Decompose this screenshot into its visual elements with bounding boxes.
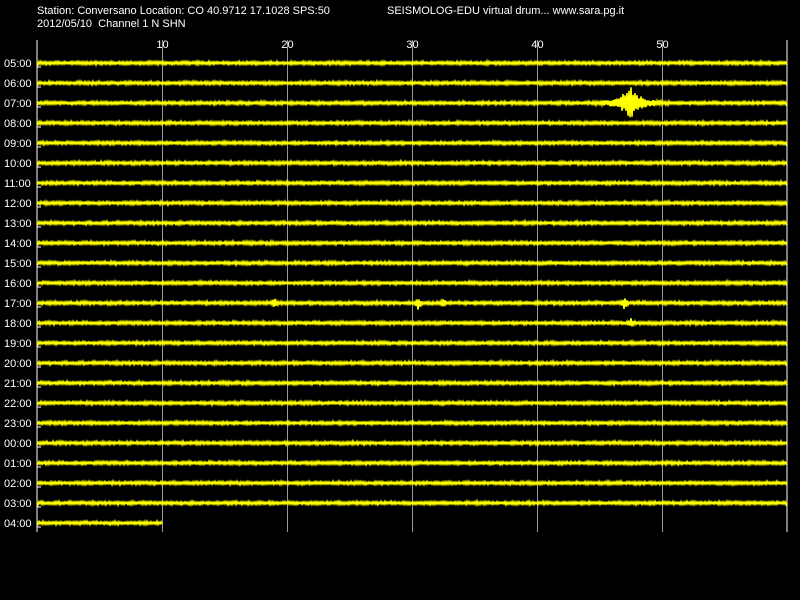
trace-row-0200 — [36, 478, 788, 488]
row-label: 18:00 — [4, 318, 32, 330]
row-label: 07:00 — [4, 98, 32, 110]
row-label: 00:00 — [4, 438, 32, 450]
date-channel-info: 2012/05/10 Channel 1 N SHN — [37, 18, 186, 30]
trace-row-0100 — [36, 458, 788, 468]
row-label: 10:00 — [4, 158, 32, 170]
row-label: 09:00 — [4, 138, 32, 150]
trace-row-0300 — [36, 498, 788, 508]
trace-row-0900 — [36, 138, 788, 148]
trace-row-1300 — [36, 218, 788, 228]
x-tick-label: 30 — [406, 39, 418, 51]
row-label: 13:00 — [4, 218, 32, 230]
trace-row-2100 — [36, 378, 788, 388]
row-label: 21:00 — [4, 378, 32, 390]
trace-row-2000 — [36, 358, 788, 368]
row-label: 16:00 — [4, 278, 32, 290]
row-label: 14:00 — [4, 238, 32, 250]
trace-row-1700 — [36, 298, 788, 310]
row-label: 22:00 — [4, 398, 32, 410]
row-labels: 05:00 06:00 07:00 08:00 09:00 10:00 11:00 12:00… — [4, 58, 32, 530]
traces-layer — [36, 58, 788, 528]
row-label: 06:00 — [4, 78, 32, 90]
trace-row-0700 — [36, 87, 788, 118]
trace-row-2200 — [36, 398, 788, 408]
row-label: 03:00 — [4, 498, 32, 510]
credit-text: SEISMOLOG-EDU virtual drum... www.sara.p… — [387, 5, 625, 17]
trace-row-1500 — [36, 258, 788, 268]
trace-row-1000 — [36, 158, 788, 168]
row-label: 19:00 — [4, 338, 32, 350]
row-label: 05:00 — [4, 58, 32, 70]
grid-layer — [36, 40, 788, 532]
trace-row-1200 — [36, 198, 788, 208]
row-label: 20:00 — [4, 358, 32, 370]
x-tick-label: 50 — [656, 39, 668, 51]
trace-row-0400 — [36, 518, 163, 528]
trace-row-1100 — [36, 178, 788, 188]
x-tick-label: 10 — [156, 39, 168, 51]
trace-row-1800 — [36, 318, 788, 328]
trace-row-2300 — [36, 418, 788, 428]
trace-row-0800 — [36, 118, 788, 128]
trace-row-1400 — [36, 238, 788, 248]
trace-row-0500 — [36, 58, 788, 68]
row-label: 04:00 — [4, 518, 32, 530]
row-label: 08:00 — [4, 118, 32, 130]
row-label: 11:00 — [4, 178, 31, 190]
trace-row-1600 — [36, 278, 788, 288]
station-info: Station: Conversano Location: CO 40.9712… — [37, 5, 330, 17]
row-label: 02:00 — [4, 478, 32, 490]
row-label: 15:00 — [4, 258, 32, 270]
trace-row-0000 — [36, 438, 788, 448]
row-label: 12:00 — [4, 198, 32, 210]
trace-row-0600 — [36, 78, 788, 88]
trace-row-1900 — [36, 338, 788, 348]
x-tick-label: 20 — [281, 39, 293, 51]
row-label: 23:00 — [4, 418, 32, 430]
row-label: 17:00 — [4, 298, 32, 310]
row-label: 01:00 — [4, 458, 32, 470]
x-tick-label: 40 — [531, 39, 543, 51]
x-tick-labels: 10 20 30 40 50 — [156, 39, 668, 51]
